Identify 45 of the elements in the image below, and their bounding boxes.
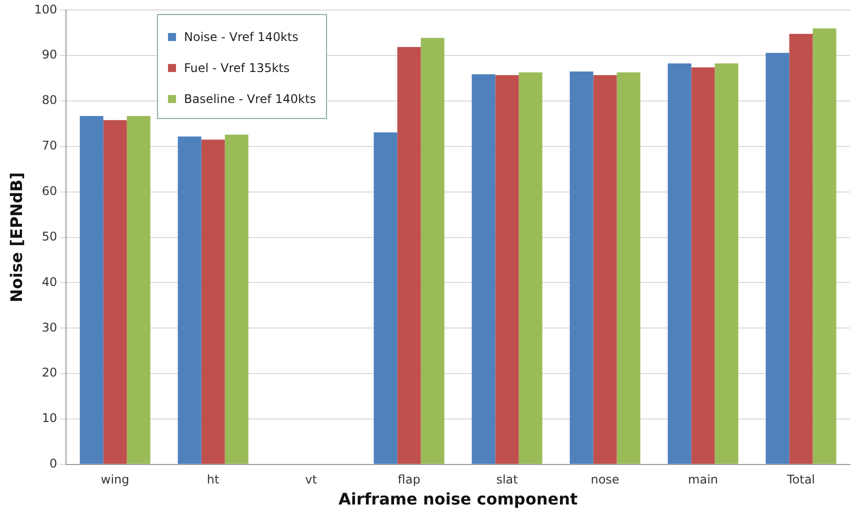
y-tick-label: 100 (34, 2, 58, 16)
y-tick-label: 80 (42, 93, 58, 108)
bar (374, 132, 398, 464)
x-axis-title: Airframe noise component (338, 490, 578, 509)
legend-label: Noise - Vref 140kts (184, 30, 298, 44)
bar (126, 116, 150, 464)
y-tick-label: 70 (42, 138, 58, 153)
y-tick-label: 0 (49, 456, 58, 471)
y-tick-label: 30 (42, 320, 58, 334)
bar (812, 28, 836, 464)
bar (616, 72, 640, 464)
y-tick-label: 60 (42, 184, 58, 198)
x-tick-label: wing (100, 472, 130, 487)
y-tick-label: 40 (42, 274, 58, 289)
bar (397, 46, 421, 464)
bar (691, 67, 715, 464)
x-tick-label: vt (305, 472, 318, 487)
bar (766, 52, 790, 464)
bar (789, 34, 813, 464)
y-axis-title: Noise [EPNdB] (6, 172, 26, 302)
bar (472, 74, 496, 464)
bar (518, 72, 542, 464)
bar (495, 75, 519, 464)
bar (714, 63, 738, 464)
legend-label: Fuel - Vref 135kts (184, 60, 290, 74)
x-tick-label: Total (786, 472, 816, 487)
bar (224, 134, 248, 464)
bar (178, 136, 202, 464)
legend-label: Baseline - Vref 140kts (184, 92, 316, 106)
x-tick-label: slat (496, 472, 518, 487)
bar (668, 63, 692, 464)
bar (570, 72, 594, 464)
bar (420, 38, 444, 464)
y-tick-label: 10 (42, 411, 58, 426)
x-tick-label: nose (590, 472, 620, 487)
y-tick-label: 90 (42, 48, 58, 62)
x-tick-label: ht (206, 472, 220, 487)
x-tick-label: main (688, 472, 718, 487)
y-tick-label: 20 (42, 366, 58, 380)
bar (103, 120, 127, 464)
bar (593, 75, 617, 464)
bar (201, 140, 225, 464)
y-tick-label: 50 (42, 229, 58, 244)
bar (80, 116, 104, 464)
x-tick-label: flap (398, 472, 420, 487)
